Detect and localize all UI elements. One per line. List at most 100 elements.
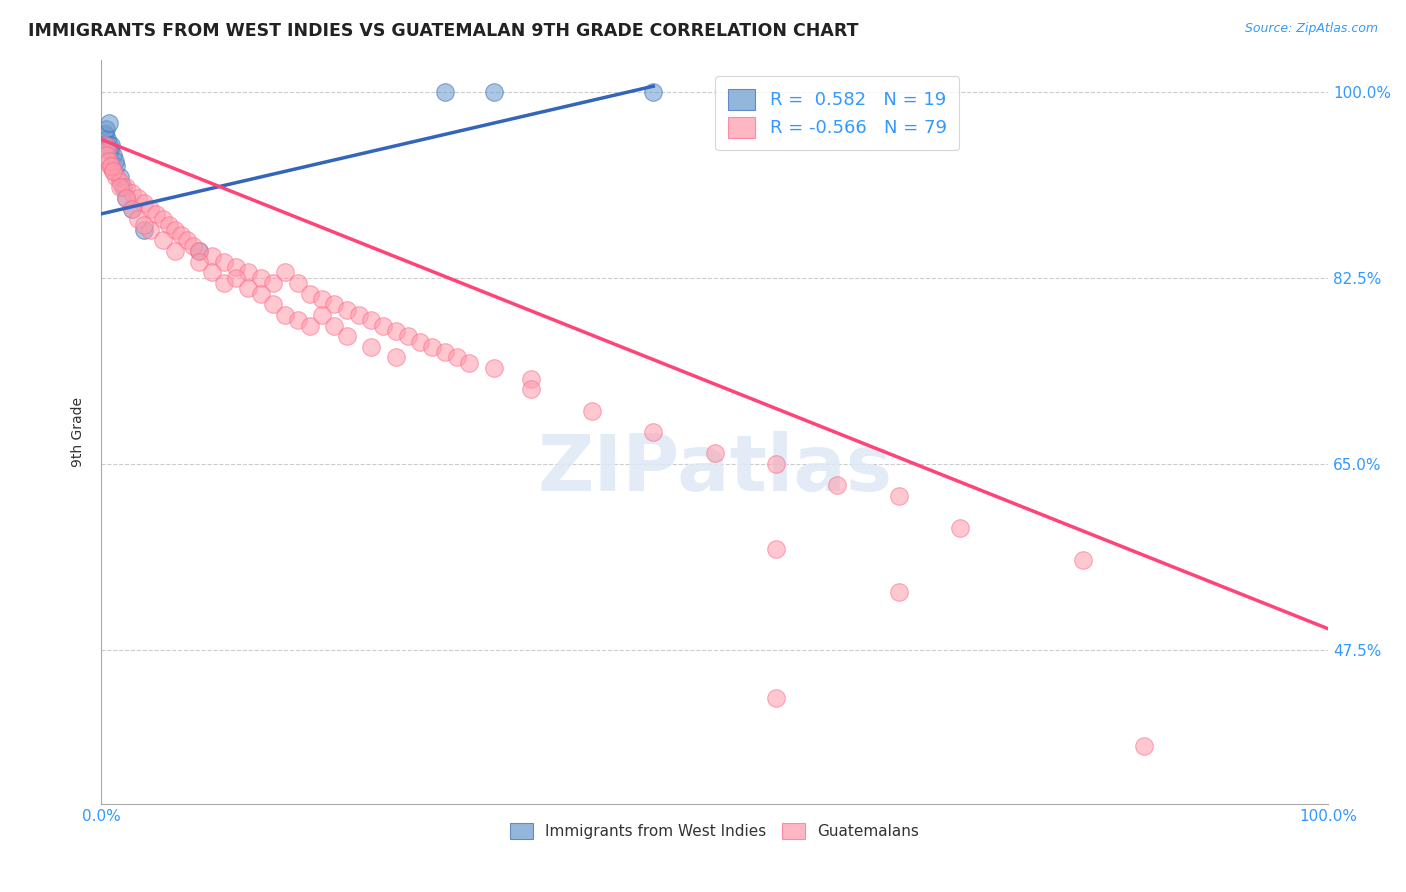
Point bbox=[458, 356, 481, 370]
Point bbox=[298, 318, 321, 333]
Point bbox=[188, 244, 211, 258]
Point bbox=[287, 313, 309, 327]
Point bbox=[384, 324, 406, 338]
Point bbox=[274, 308, 297, 322]
Point bbox=[396, 329, 419, 343]
Point bbox=[409, 334, 432, 349]
Point bbox=[765, 457, 787, 471]
Point bbox=[145, 207, 167, 221]
Point bbox=[274, 265, 297, 279]
Point bbox=[287, 276, 309, 290]
Point bbox=[181, 239, 204, 253]
Point bbox=[170, 228, 193, 243]
Point bbox=[373, 318, 395, 333]
Point bbox=[104, 159, 127, 173]
Point bbox=[163, 223, 186, 237]
Y-axis label: 9th Grade: 9th Grade bbox=[72, 397, 86, 467]
Text: Source: ZipAtlas.com: Source: ZipAtlas.com bbox=[1244, 22, 1378, 36]
Point bbox=[98, 143, 121, 157]
Point bbox=[97, 137, 120, 152]
Point bbox=[104, 169, 127, 184]
Point bbox=[1133, 739, 1156, 753]
Point bbox=[360, 313, 382, 327]
Point bbox=[201, 265, 224, 279]
Point bbox=[311, 292, 333, 306]
Point bbox=[212, 276, 235, 290]
Point bbox=[519, 372, 541, 386]
Point bbox=[212, 254, 235, 268]
Point bbox=[238, 265, 260, 279]
Point bbox=[103, 164, 125, 178]
Point bbox=[108, 169, 131, 184]
Point bbox=[163, 244, 186, 258]
Point bbox=[98, 159, 121, 173]
Point bbox=[96, 143, 118, 157]
Point bbox=[188, 244, 211, 258]
Point bbox=[94, 148, 117, 162]
Point bbox=[114, 180, 136, 194]
Point bbox=[765, 690, 787, 705]
Point bbox=[323, 297, 346, 311]
Point bbox=[188, 254, 211, 268]
Point bbox=[134, 223, 156, 237]
Point bbox=[134, 218, 156, 232]
Point bbox=[249, 270, 271, 285]
Point bbox=[384, 351, 406, 365]
Point bbox=[112, 180, 135, 194]
Point bbox=[97, 153, 120, 168]
Point bbox=[422, 340, 444, 354]
Point bbox=[114, 191, 136, 205]
Point bbox=[581, 403, 603, 417]
Point bbox=[152, 212, 174, 227]
Point bbox=[100, 137, 122, 152]
Point bbox=[482, 85, 505, 99]
Point bbox=[108, 175, 131, 189]
Point bbox=[446, 351, 468, 365]
Point bbox=[127, 212, 149, 227]
Point bbox=[643, 425, 665, 439]
Text: IMMIGRANTS FROM WEST INDIES VS GUATEMALAN 9TH GRADE CORRELATION CHART: IMMIGRANTS FROM WEST INDIES VS GUATEMALA… bbox=[28, 22, 859, 40]
Point bbox=[262, 276, 284, 290]
Point bbox=[336, 302, 359, 317]
Point bbox=[121, 186, 143, 200]
Point bbox=[827, 478, 849, 492]
Point bbox=[103, 164, 125, 178]
Point bbox=[323, 318, 346, 333]
Point bbox=[643, 85, 665, 99]
Point bbox=[201, 249, 224, 263]
Point bbox=[134, 196, 156, 211]
Point bbox=[360, 340, 382, 354]
Point bbox=[97, 116, 120, 130]
Point bbox=[433, 345, 456, 359]
Point bbox=[765, 541, 787, 556]
Point bbox=[887, 489, 910, 503]
Point bbox=[139, 223, 162, 237]
Point bbox=[114, 191, 136, 205]
Point bbox=[238, 281, 260, 295]
Point bbox=[157, 218, 180, 232]
Point bbox=[1071, 552, 1094, 566]
Point bbox=[519, 383, 541, 397]
Point bbox=[298, 286, 321, 301]
Text: ZIPatlas: ZIPatlas bbox=[537, 431, 893, 508]
Point bbox=[887, 584, 910, 599]
Point bbox=[96, 132, 118, 146]
Point bbox=[103, 148, 125, 162]
Legend: Immigrants from West Indies, Guatemalans: Immigrants from West Indies, Guatemalans bbox=[505, 817, 925, 845]
Point bbox=[100, 159, 122, 173]
Point bbox=[482, 361, 505, 376]
Point bbox=[347, 308, 370, 322]
Point bbox=[152, 234, 174, 248]
Point bbox=[139, 202, 162, 216]
Point bbox=[104, 153, 127, 168]
Point bbox=[121, 202, 143, 216]
Point bbox=[262, 297, 284, 311]
Point bbox=[94, 121, 117, 136]
Point bbox=[94, 137, 117, 152]
Point bbox=[336, 329, 359, 343]
Point bbox=[108, 180, 131, 194]
Point bbox=[127, 191, 149, 205]
Point bbox=[949, 521, 972, 535]
Point bbox=[249, 286, 271, 301]
Point bbox=[94, 127, 117, 141]
